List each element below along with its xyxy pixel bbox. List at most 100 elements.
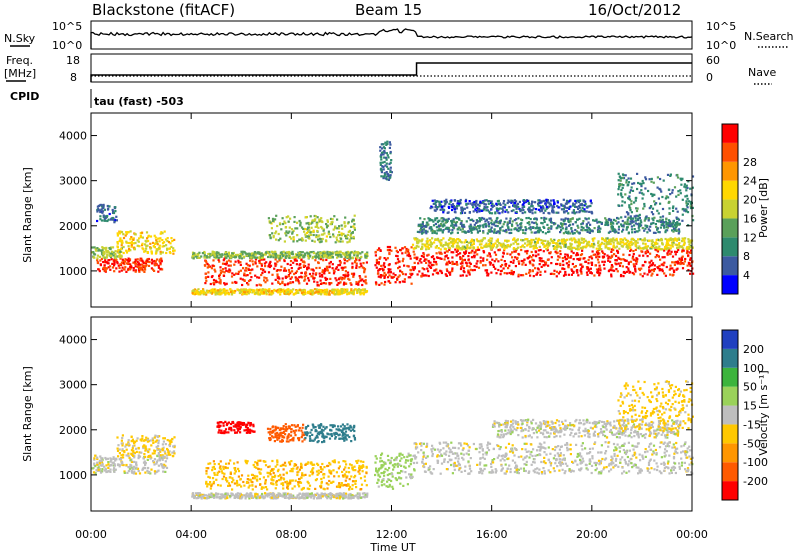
heatmap-cell bbox=[600, 243, 602, 245]
heatmap-cell bbox=[247, 264, 249, 266]
heatmap-cell bbox=[269, 292, 271, 294]
heatmap-cell bbox=[594, 227, 596, 229]
heatmap-cell bbox=[684, 183, 686, 185]
colorbar-segment bbox=[722, 256, 738, 275]
heatmap-cell bbox=[513, 243, 515, 245]
heatmap-cell bbox=[561, 208, 563, 210]
heatmap-cell bbox=[440, 217, 442, 219]
heatmap-cell bbox=[359, 293, 361, 295]
heatmap-cell bbox=[680, 184, 682, 186]
heatmap-cell bbox=[314, 255, 316, 257]
heatmap-cell bbox=[689, 188, 691, 190]
heatmap-cell bbox=[659, 178, 661, 180]
heatmap-cell bbox=[97, 209, 99, 211]
heatmap-cell bbox=[230, 256, 232, 258]
heatmap-cell bbox=[320, 256, 322, 258]
heatmap-cell bbox=[344, 217, 346, 219]
heatmap-cell bbox=[448, 203, 450, 205]
heatmap-cell bbox=[119, 240, 121, 242]
heatmap-cell bbox=[278, 278, 280, 280]
heatmap-cell bbox=[514, 202, 516, 204]
heatmap-cell bbox=[531, 203, 533, 205]
heatmap-cell bbox=[386, 171, 388, 173]
heatmap-cell bbox=[589, 228, 591, 230]
heatmap-cell bbox=[121, 270, 123, 272]
heatmap-cell bbox=[611, 266, 613, 268]
heatmap-cell bbox=[437, 272, 439, 274]
heatmap-cell bbox=[119, 267, 121, 269]
heatmap-cell bbox=[474, 252, 476, 254]
heatmap-cell bbox=[114, 261, 116, 263]
heatmap-cell bbox=[650, 260, 652, 262]
heatmap-cell bbox=[292, 288, 294, 290]
heatmap-cell bbox=[608, 270, 610, 272]
heatmap-cell bbox=[398, 260, 400, 262]
heatmap-cell bbox=[445, 199, 447, 201]
heatmap-cell bbox=[503, 252, 505, 254]
heatmap-cell bbox=[128, 245, 130, 247]
heatmap-cell bbox=[293, 236, 295, 238]
heatmap-cell bbox=[223, 275, 225, 277]
heatmap-cell bbox=[402, 260, 404, 262]
heatmap-cell bbox=[550, 219, 552, 221]
heatmap-cell bbox=[585, 203, 587, 205]
heatmap-cell bbox=[530, 205, 532, 207]
heatmap-cell bbox=[158, 265, 160, 267]
heatmap-cell bbox=[134, 263, 136, 265]
heatmap-cell bbox=[350, 226, 352, 228]
heatmap-cell bbox=[559, 271, 561, 273]
heatmap-cell bbox=[221, 256, 223, 258]
heatmap-cell bbox=[519, 210, 521, 212]
heatmap-cell bbox=[556, 227, 558, 229]
heatmap-cell bbox=[408, 255, 410, 257]
heatmap-cell bbox=[471, 232, 473, 234]
heatmap-cell bbox=[579, 232, 581, 234]
heatmap-cell bbox=[262, 288, 264, 290]
heatmap-cell bbox=[567, 212, 569, 214]
heatmap-cell bbox=[333, 291, 335, 293]
heatmap-cell bbox=[345, 275, 347, 277]
heatmap-cell bbox=[333, 272, 335, 274]
heatmap-cell bbox=[657, 231, 659, 233]
heatmap-cell bbox=[231, 282, 233, 284]
heatmap-cell bbox=[485, 246, 487, 248]
heatmap-cell bbox=[557, 240, 559, 242]
heatmap-cell bbox=[103, 247, 105, 249]
heatmap-cell bbox=[587, 229, 589, 231]
heatmap-cell bbox=[103, 252, 105, 254]
heatmap-cell bbox=[365, 279, 367, 281]
heatmap-cell bbox=[655, 243, 657, 245]
heatmap-cell bbox=[143, 265, 145, 267]
heatmap-cell bbox=[421, 230, 423, 232]
heatmap-cell bbox=[522, 203, 524, 205]
heatmap-cell bbox=[388, 280, 390, 282]
heatmap-cell bbox=[683, 186, 685, 188]
heatmap-cell bbox=[335, 241, 337, 243]
heatmap-cell bbox=[651, 243, 653, 245]
heatmap-cell bbox=[353, 219, 355, 221]
heatmap-cell bbox=[560, 223, 562, 225]
heatmap-cell bbox=[543, 200, 545, 202]
heatmap-cell bbox=[296, 263, 298, 265]
heatmap-cell bbox=[128, 248, 130, 250]
heatmap-cell bbox=[292, 262, 294, 264]
heatmap-cell bbox=[291, 291, 293, 293]
heatmap-cell bbox=[583, 200, 585, 202]
heatmap-cell bbox=[319, 275, 321, 277]
heatmap-cell bbox=[520, 222, 522, 224]
heatmap-cell bbox=[632, 190, 634, 192]
heatmap-cell bbox=[517, 224, 519, 226]
heatmap-cell bbox=[488, 203, 490, 205]
heatmap-cell bbox=[379, 249, 381, 251]
heatmap-cell bbox=[590, 200, 592, 202]
heatmap-cell bbox=[492, 264, 494, 266]
heatmap-cell bbox=[354, 261, 356, 263]
heatmap-cell bbox=[588, 270, 590, 272]
heatmap-cell bbox=[426, 243, 428, 245]
heatmap-cell bbox=[353, 223, 355, 225]
heatmap-cell bbox=[559, 246, 561, 248]
heatmap-cell bbox=[517, 243, 519, 245]
heatmap-cell bbox=[441, 206, 443, 208]
heatmap-cell bbox=[517, 247, 519, 249]
heatmap-cell bbox=[118, 271, 120, 273]
